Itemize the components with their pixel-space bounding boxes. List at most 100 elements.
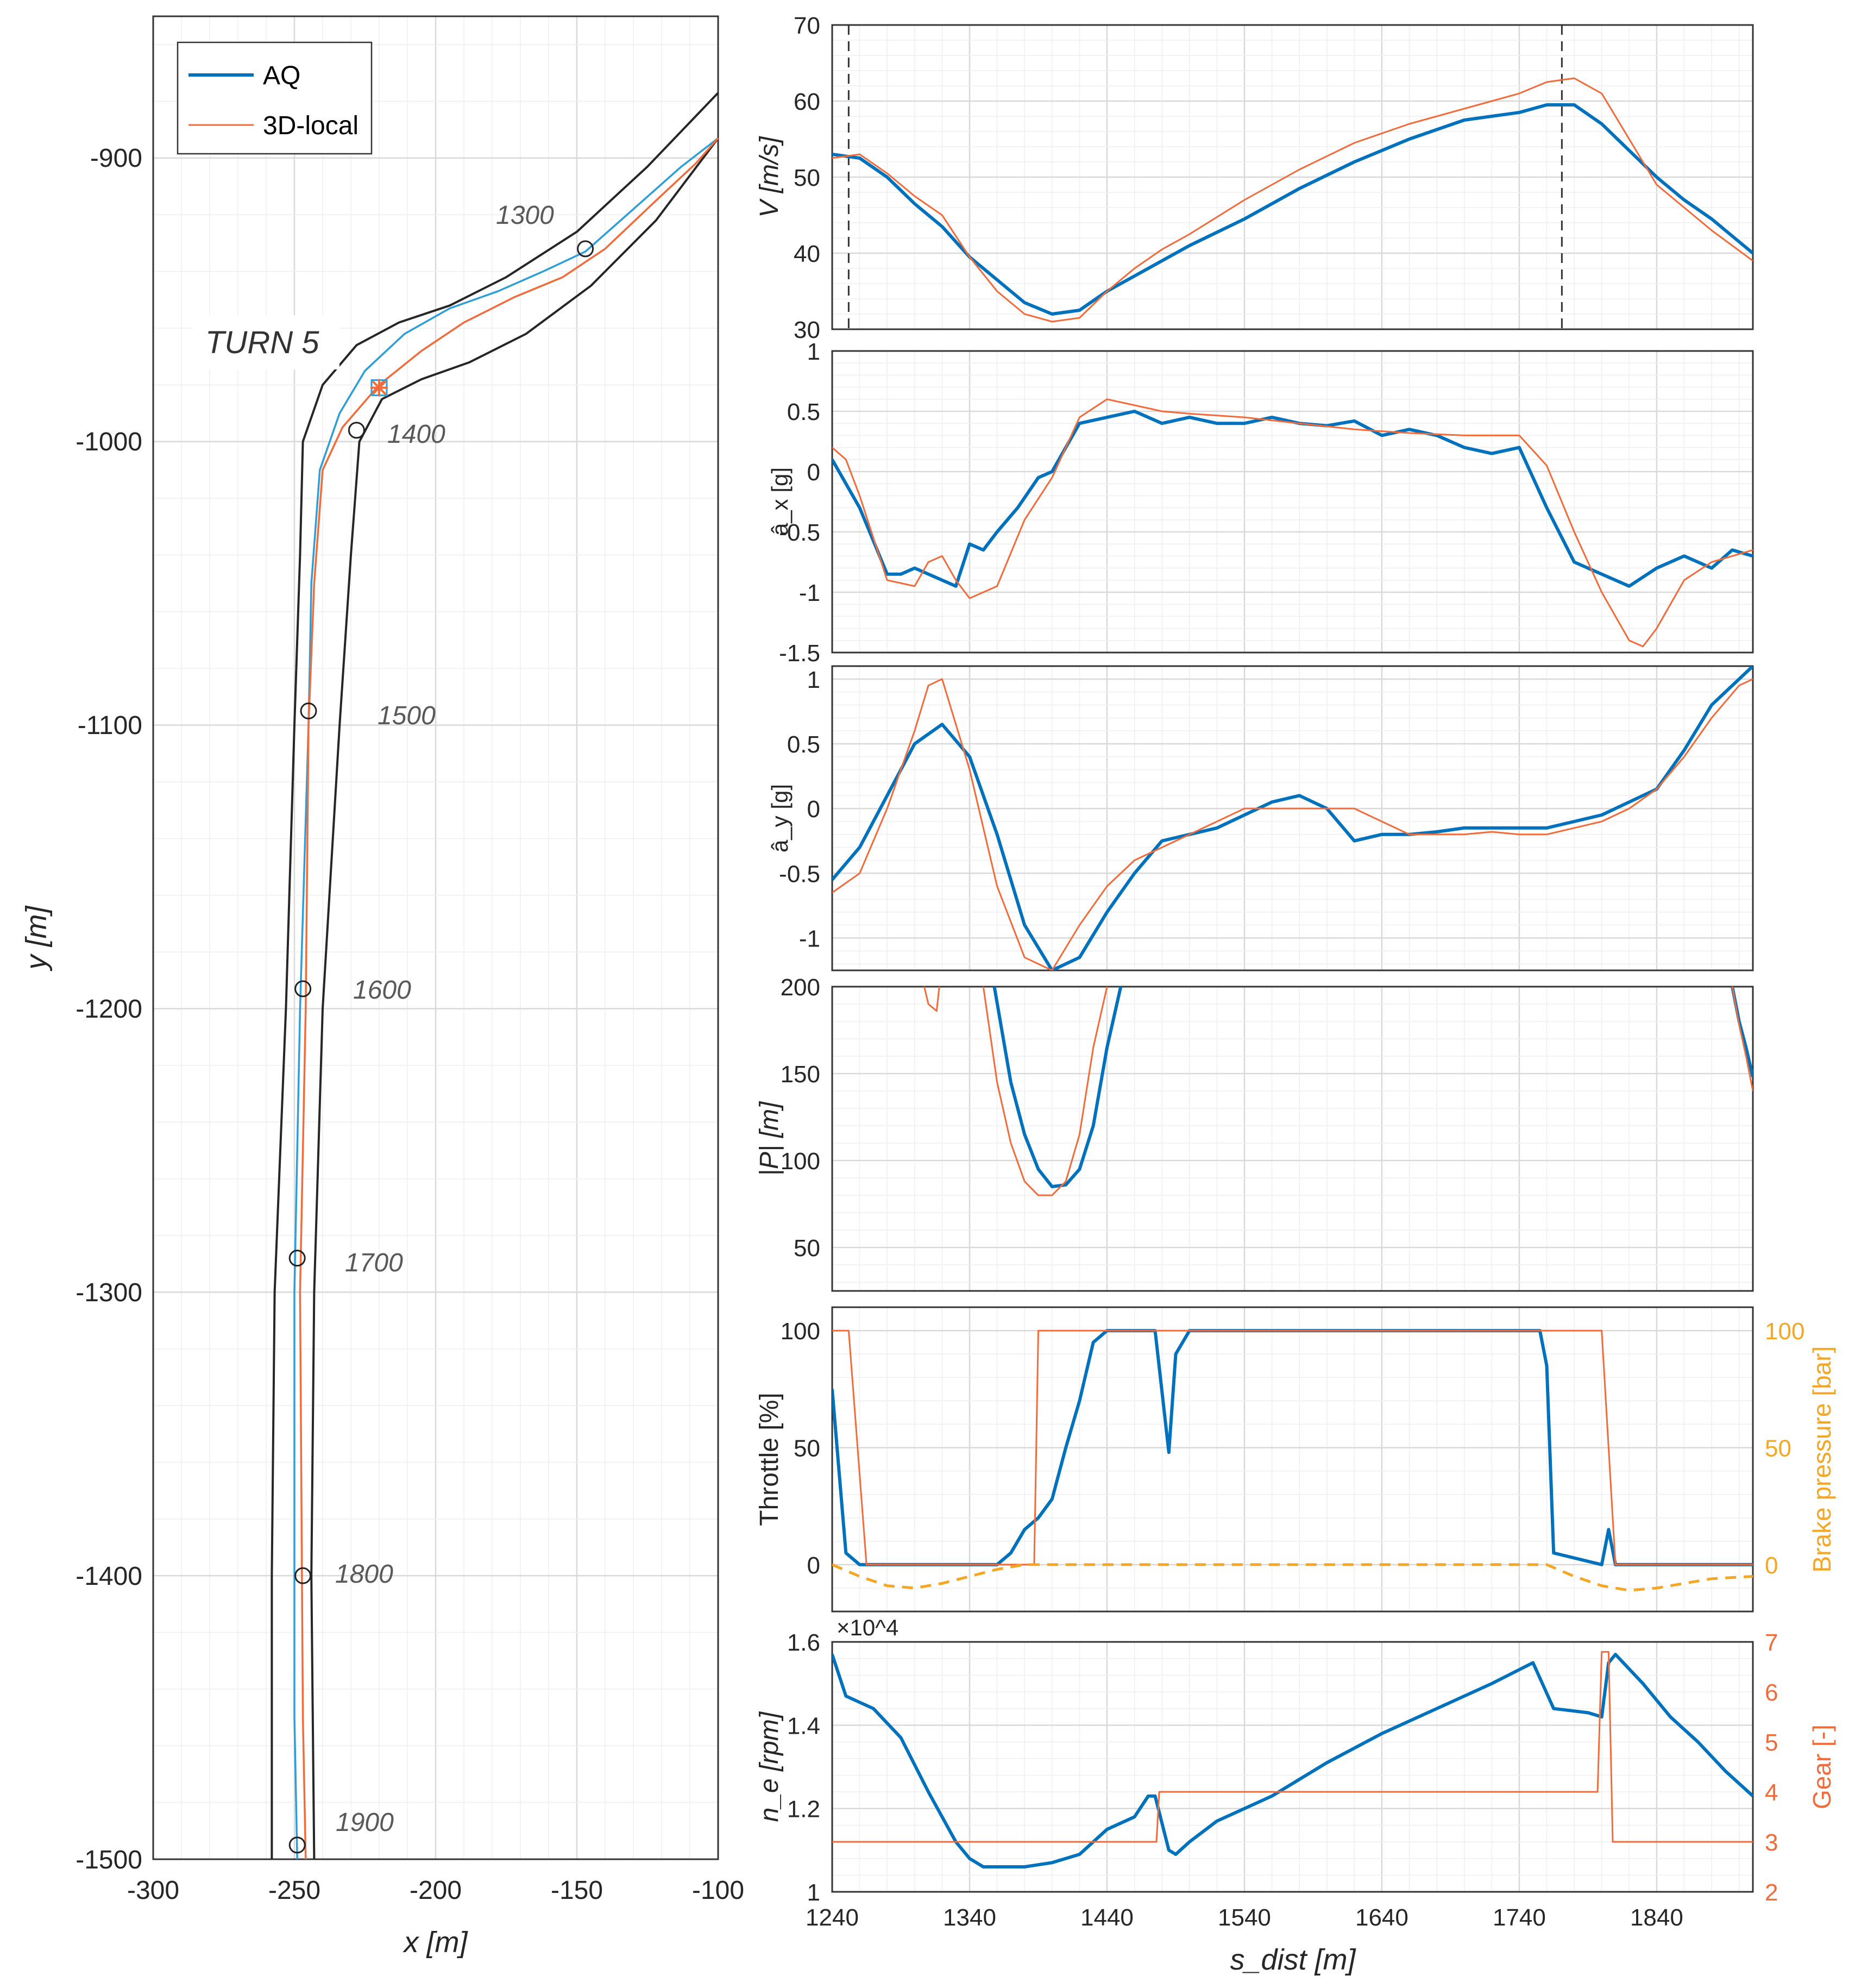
annotation-1900: 1900	[336, 1808, 394, 1837]
speed-series-aq	[832, 103, 1753, 316]
x-axis-label: x [m]	[403, 1926, 469, 1959]
annotation-1300: 1300	[496, 201, 554, 230]
gear-ylabel: Gear [-]	[1808, 1724, 1836, 1809]
distance-marker-1800	[294, 1567, 312, 1584]
distance-marker-1500	[300, 703, 317, 720]
y-tick-label: 1.4	[787, 1713, 820, 1739]
map-series-aq	[293, 137, 719, 1860]
annotation-1700: 1700	[345, 1249, 403, 1277]
y-tick-label: 200	[781, 974, 820, 1001]
y-tick-label: 0	[807, 1552, 820, 1579]
ay-series-3d-local	[832, 678, 1753, 970]
y-tick-label: 0	[807, 459, 820, 486]
legend: AQ 3D-local	[177, 41, 373, 155]
annotation-1800: 1800	[335, 1560, 393, 1589]
x-tick-label: -250	[268, 1876, 320, 1905]
rpm_gear-series-3d-local-gear	[832, 1651, 1753, 1843]
throttle_brake-series-3d-local-throttle	[832, 1329, 1753, 1566]
y-tick-label: 0.5	[787, 731, 820, 758]
y-tick-label: -1200	[76, 995, 142, 1024]
x-tick-label: -300	[127, 1876, 179, 1905]
radius-series-3d-local-b	[923, 987, 940, 1012]
y-tick-label: 1.6	[787, 1629, 820, 1656]
y-tick-label: -1100	[78, 711, 142, 740]
distance-marker-1400	[348, 422, 365, 439]
s-dist-xlabel: s_dist [m]	[1230, 1943, 1356, 1976]
time-series-panels: V [m/s] â_x [g] â_y [g] |P| [m] Throttle…	[755, 12, 1836, 1976]
y-tick-label: 50	[794, 1435, 820, 1462]
ax-frame	[831, 350, 1754, 654]
annotation-1400: 1400	[387, 420, 445, 449]
ay-series-aq	[832, 666, 1753, 970]
annotation-1500: 1500	[378, 701, 436, 730]
y-tick-label: 40	[794, 241, 820, 267]
x-tick-label: 1740	[1493, 1904, 1546, 1931]
map-series-track-boundary-left	[271, 92, 719, 1859]
track-map-panel: AQ 3D-local TURN 5 1300 1400 1500 1600 1…	[20, 15, 744, 1959]
y-right-tick-label: 2	[1765, 1879, 1778, 1906]
x-tick-label: 1840	[1630, 1904, 1683, 1931]
radius-ylabel: |P| [m]	[755, 1101, 784, 1176]
y-right-tick-label: 0	[1765, 1552, 1778, 1579]
y-tick-label: 70	[794, 12, 820, 39]
radius-series-3d-local-a	[982, 987, 1108, 1196]
y-tick-label: 30	[794, 317, 820, 343]
y-right-tick-label: 7	[1765, 1629, 1778, 1656]
distance-marker-1700	[288, 1250, 306, 1267]
y-tick-label: 1.2	[787, 1796, 820, 1823]
x-tick-label: 1540	[1218, 1904, 1271, 1931]
x-tick-label: 1340	[943, 1904, 996, 1931]
throttle-frame	[831, 1306, 1754, 1613]
rpm-exponent-label: ×10^4	[837, 1615, 898, 1640]
ax-ylabel: â_x [g]	[767, 467, 793, 536]
y-tick-label: -1500	[76, 1846, 142, 1874]
throttle_brake-series-3d-local-brake	[832, 1563, 1753, 1592]
y-tick-label: 100	[781, 1148, 820, 1175]
x-tick-label: -150	[551, 1876, 603, 1905]
brake-ylabel: Brake pressure [bar]	[1808, 1346, 1836, 1573]
throttle-ylabel: Throttle [%]	[755, 1393, 784, 1526]
y-tick-label: -1.5	[779, 640, 820, 667]
speed-series-3d-local	[832, 77, 1753, 323]
x-tick-label: 1640	[1355, 1904, 1408, 1931]
y-axis-label: y [m]	[20, 905, 53, 972]
rpm-frame	[831, 1641, 1754, 1893]
distance-marker-1900	[288, 1836, 306, 1854]
x-tick-label: -100	[692, 1876, 744, 1905]
x-tick-label: 1440	[1080, 1904, 1134, 1931]
ax-series-aq	[832, 410, 1753, 588]
y-right-tick-label: 6	[1765, 1679, 1778, 1706]
track-map-markers	[288, 240, 594, 1854]
y-tick-label: 0	[807, 796, 820, 823]
distance-marker-1300	[577, 240, 594, 258]
annotation-1600: 1600	[353, 976, 411, 1005]
y-tick-label: 60	[794, 89, 820, 115]
ay-ylabel: â_y [g]	[767, 784, 793, 852]
map-series-track-boundary-right	[310, 137, 719, 1860]
ax-series-3d-local	[832, 398, 1753, 648]
rpm_gear-series-aq-rpm	[832, 1653, 1753, 1868]
legend-box	[177, 41, 373, 155]
y-tick-label: 1	[807, 1879, 820, 1906]
x-axis-ticks: -300 -250 -200 -150 -100	[127, 1876, 744, 1905]
y-right-tick-label: 50	[1765, 1435, 1791, 1462]
ay-frame	[831, 665, 1754, 971]
y-tick-label: -0.5	[779, 519, 820, 546]
rpm-ylabel: n_e [rpm]	[755, 1711, 784, 1822]
radius-frame	[831, 986, 1754, 1292]
y-axis-ticks: -900 -1000 -1100 -1200 -1300 -1400 -1500	[76, 144, 142, 1874]
y-tick-label: -1300	[76, 1278, 142, 1307]
radius-series-aq-a	[992, 987, 1123, 1188]
y-right-tick-label: 5	[1765, 1729, 1778, 1756]
distance-marker-1600	[294, 980, 312, 998]
legend-label-3d-local: 3D-local	[263, 111, 359, 140]
x-tick-label: 1240	[806, 1904, 859, 1931]
y-right-tick-label: 100	[1765, 1318, 1804, 1345]
y-tick-label: -0.5	[779, 861, 820, 887]
y-tick-label: -900	[90, 144, 142, 173]
legend-label-aq: AQ	[263, 61, 300, 90]
grid-layer	[152, 16, 1753, 1892]
y-tick-label: 100	[781, 1318, 820, 1345]
turn-title-backing	[193, 315, 339, 369]
